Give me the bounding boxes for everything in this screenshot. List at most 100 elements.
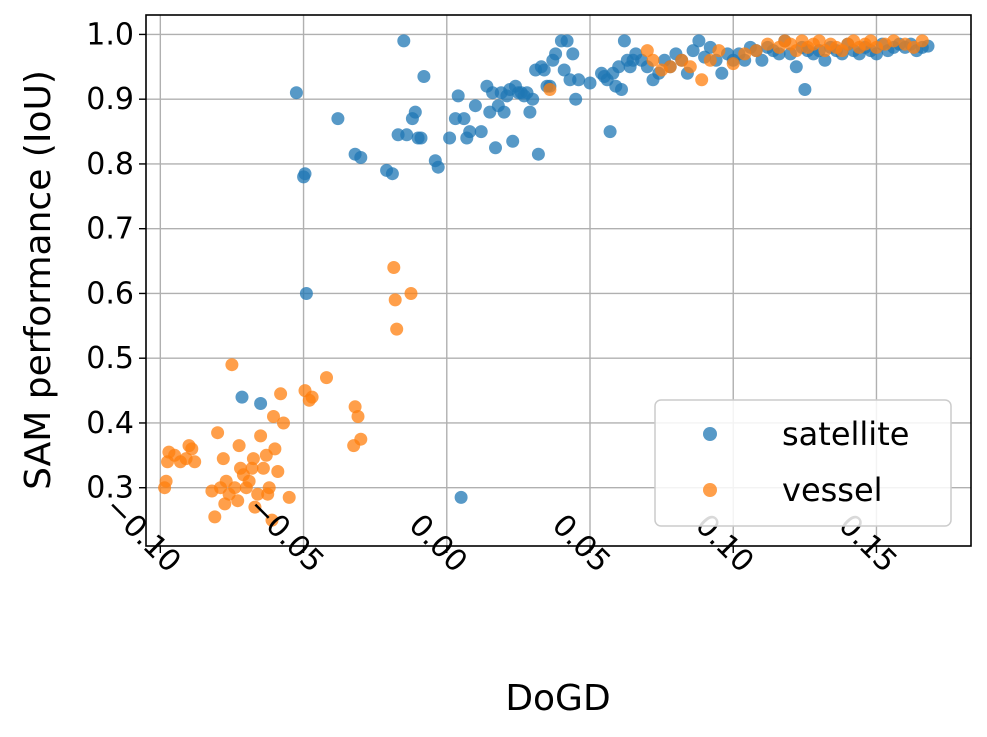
vessel-point (915, 34, 929, 48)
vessel-point (248, 500, 262, 514)
vessel-point (256, 461, 270, 475)
vessel-point (703, 53, 717, 67)
grid (146, 15, 971, 546)
satellite-point (497, 105, 511, 119)
x-tick-label: 0.00 (402, 508, 474, 580)
vessel-point (282, 490, 296, 504)
satellite-point (397, 34, 411, 48)
satellite-point (235, 390, 249, 404)
vessel-point (216, 452, 230, 466)
satellite-point (715, 66, 729, 80)
vessel-point (320, 371, 333, 385)
vessel-point (188, 455, 202, 469)
vessel-point (245, 461, 259, 475)
vessel-point (208, 510, 222, 524)
vessel-point (887, 34, 901, 48)
satellite-point (385, 167, 399, 181)
satellite-point (331, 112, 345, 126)
satellite-point (417, 70, 431, 83)
vessel-point (228, 481, 242, 495)
vessel-point (211, 426, 225, 440)
y-tick-label: 0.9 (86, 82, 134, 117)
y-axis-ticks: 0.3 0.4 0.5 0.6 0.7 0.8 0.9 1.0 (86, 17, 146, 506)
satellite-point (506, 134, 520, 148)
satellite-point (583, 76, 597, 90)
satellite-point (818, 53, 832, 67)
vessel-point (232, 439, 246, 453)
satellite-point (457, 112, 471, 126)
satellite-point (617, 34, 631, 48)
satellite-point (798, 83, 812, 96)
y-tick-label: 0.7 (86, 212, 134, 247)
satellite-point (692, 34, 706, 48)
satellite-point (298, 167, 312, 181)
satellite-point (414, 131, 428, 145)
vessel-point (726, 57, 740, 71)
satellite-point (686, 44, 700, 58)
satellite-point (299, 287, 313, 300)
satellite-point (451, 89, 465, 103)
vessel-point (749, 44, 763, 58)
y-tick-label: 0.5 (86, 341, 134, 376)
vessel-point (231, 494, 245, 508)
satellite-point (566, 47, 580, 61)
vessel-point (225, 358, 239, 372)
vessel-point (390, 322, 404, 336)
satellite-point (572, 73, 586, 87)
vessel-point (404, 287, 418, 300)
satellite-point (289, 86, 303, 100)
satellite-point (557, 63, 571, 77)
legend: satellite vessel (654, 399, 952, 527)
legend-label-satellite: satellite (782, 415, 909, 453)
satellite-point (523, 105, 537, 119)
satellite-point (431, 160, 445, 174)
x-tick-label: −0.05 (241, 490, 331, 580)
vessel-point (640, 44, 654, 58)
vessel-point (387, 261, 401, 274)
vessel-point (246, 452, 260, 466)
vessel-point (789, 44, 803, 58)
data-points (158, 34, 935, 527)
satellite-point (603, 125, 617, 139)
satellite-point (560, 34, 574, 48)
legend-marker-satellite (703, 427, 717, 441)
vessel-point (351, 410, 365, 423)
satellite-point (755, 53, 769, 67)
vessel-point (305, 390, 319, 404)
satellite-point (549, 47, 563, 61)
vessel-point (663, 60, 677, 74)
legend-label-vessel: vessel (782, 471, 883, 509)
vessel-point (812, 34, 826, 48)
vessel-point (683, 60, 697, 74)
vessel-point (185, 442, 199, 456)
vessel-point (271, 465, 285, 478)
vessel-point (277, 416, 290, 430)
y-tick-label: 1.0 (86, 17, 134, 52)
satellite-point (537, 63, 551, 77)
vessel-point (265, 513, 279, 527)
vessel-point (646, 53, 660, 67)
vessel-point (712, 44, 726, 58)
satellite-point (531, 147, 545, 161)
vessel-point (159, 474, 173, 488)
x-tick-label: 0.05 (545, 508, 617, 580)
vessel-point (738, 47, 752, 61)
plot-frame (145, 14, 972, 547)
satellite-point (468, 99, 482, 113)
vessel-point (543, 83, 557, 96)
vessel-point (268, 442, 282, 456)
satellite-point (526, 92, 540, 106)
satellite-point (354, 151, 368, 164)
vessel-point (251, 487, 265, 501)
y-tick-label: 0.3 (86, 471, 134, 506)
satellite-point (454, 490, 468, 504)
satellite-point (463, 125, 477, 139)
vessel-point (274, 387, 288, 401)
vessel-point (388, 293, 402, 307)
vessel-point (695, 73, 709, 87)
vessel-point (262, 481, 276, 495)
satellite-point (789, 60, 803, 74)
satellite-point (569, 92, 583, 106)
y-axis-label: SAM performance (IoU) (18, 70, 59, 490)
